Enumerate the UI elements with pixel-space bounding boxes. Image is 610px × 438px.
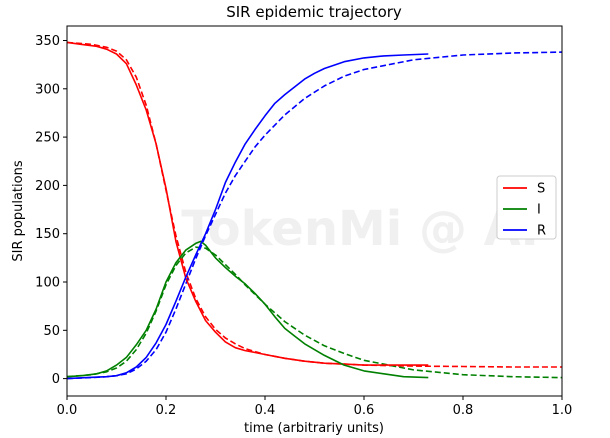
legend: SIR	[496, 175, 557, 240]
x-tick-label: 0.2	[156, 403, 177, 418]
x-tick-label: 0.6	[354, 403, 375, 418]
legend-label-r: R	[537, 224, 546, 239]
y-axis-title: SIR populations	[11, 160, 26, 261]
plot-frame	[66, 25, 563, 397]
legend-label-i: I	[537, 203, 541, 218]
y-tick-label: 250	[35, 131, 60, 146]
series-line-r	[66, 53, 429, 380]
y-tick-label: 150	[35, 227, 60, 242]
y-tick-label: 0	[52, 372, 60, 387]
y-axis: 0 50 100 150 200 250 300 350	[35, 34, 67, 387]
watermark: TokenMi @ AI	[181, 201, 538, 257]
x-tick-label: 1.0	[552, 403, 573, 418]
legend-label-s: S	[537, 182, 545, 197]
y-tick-label: 50	[43, 324, 60, 339]
series-line-s	[66, 41, 429, 366]
series-line-i	[66, 240, 429, 379]
legend-box	[496, 175, 557, 240]
model-line-i	[66, 246, 563, 379]
y-tick-label: 100	[35, 276, 60, 291]
plot-lines	[66, 41, 563, 380]
chart-title: SIR epidemic trajectory	[226, 3, 402, 21]
x-tick-label: 0.4	[255, 403, 276, 418]
x-tick-label: 0.0	[57, 403, 78, 418]
y-tick-label: 350	[35, 34, 60, 49]
model-line-r	[66, 51, 563, 380]
x-tick-label: 0.8	[453, 403, 474, 418]
x-axis-title: time (arbitrariy units)	[244, 421, 384, 436]
y-tick-label: 200	[35, 179, 60, 194]
y-tick-label: 300	[35, 82, 60, 97]
x-axis: 0.0 0.2 0.4 0.6 0.8 1.0	[57, 396, 573, 418]
